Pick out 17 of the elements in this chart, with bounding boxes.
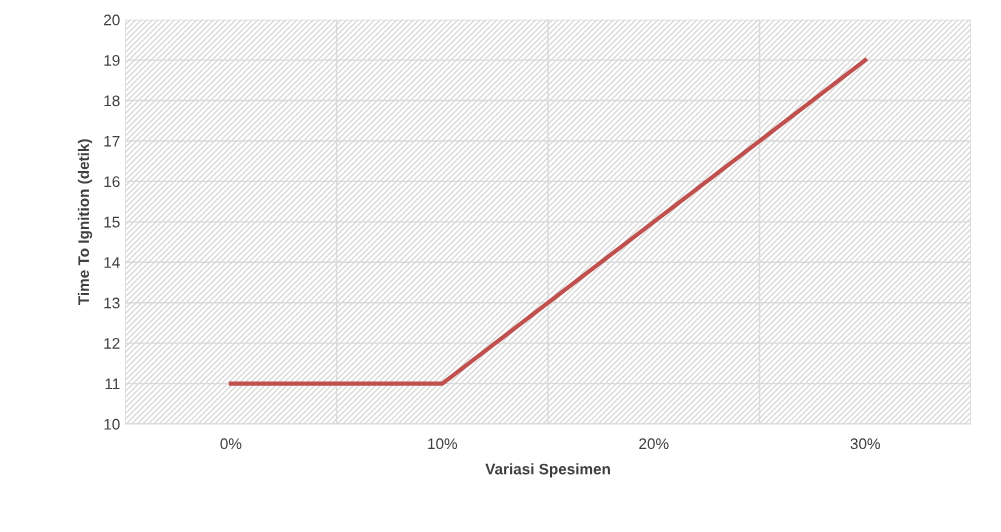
x-tick-label: 0% (220, 438, 242, 450)
y-tick-label: 14 (104, 257, 120, 268)
y-tick-label: 11 (105, 378, 120, 390)
x-axis-title: Variasi Spesimen (485, 463, 610, 478)
y-tick-label: 15 (104, 216, 120, 228)
y-tick-label: 19 (104, 54, 120, 66)
y-tick-label: 17 (104, 136, 120, 147)
x-tick-label: 30% (850, 438, 880, 450)
y-axis-title: Time To Ignition (detik) (77, 139, 93, 305)
y-tick-label: 20 (104, 14, 120, 26)
y-tick-label: 13 (104, 297, 120, 309)
y-tick-label: 12 (104, 338, 120, 349)
y-tick-label: 10 (104, 418, 120, 430)
x-tick-label: 10% (428, 438, 458, 450)
y-tick-label: 16 (104, 176, 120, 188)
x-tick-label: 20% (639, 438, 669, 450)
y-tick-label: 18 (104, 95, 120, 107)
